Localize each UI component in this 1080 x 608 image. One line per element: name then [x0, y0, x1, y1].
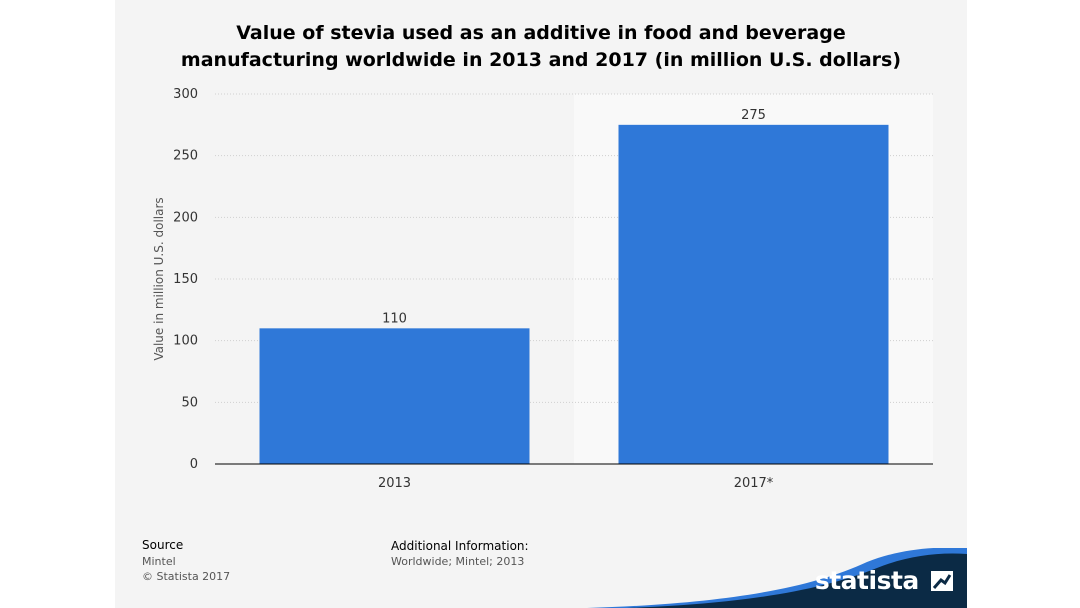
y-tick-label: 50	[181, 395, 198, 410]
x-tick-label: 2017*	[734, 476, 774, 491]
data-label: 110	[382, 311, 407, 326]
additional-info-text: Worldwide; Mintel; 2013	[391, 555, 525, 568]
statista-wave	[587, 548, 967, 608]
y-tick-label: 250	[173, 149, 198, 164]
source-heading: Source	[142, 538, 184, 552]
additional-info-heading: Additional Information:	[391, 539, 529, 553]
x-tick-label: 2013	[378, 476, 411, 491]
y-axis-ticks: 0 50 100 150 200 250 300	[173, 87, 198, 472]
y-axis-label: Value in million U.S. dollars	[152, 197, 166, 360]
y-tick-label: 300	[173, 87, 198, 102]
x-axis-ticks: 2013 2017*	[378, 476, 774, 491]
y-tick-label: 100	[173, 334, 198, 349]
bars	[259, 124, 889, 464]
data-labels: 110 275	[382, 108, 766, 327]
source-block: Source Mintel © Statista 2017	[142, 538, 230, 584]
source-name: Mintel	[142, 555, 176, 568]
chart-title-line1: Value of stevia used as an additive in f…	[236, 22, 846, 44]
data-label: 275	[741, 108, 766, 123]
bar-2017[interactable]	[618, 124, 889, 464]
chart-title: Value of stevia used as an additive in f…	[115, 20, 967, 74]
additional-info-block: Additional Information: Worldwide; Minte…	[391, 539, 529, 569]
wave-dark	[627, 553, 967, 608]
y-tick-label: 150	[173, 272, 198, 287]
bar-2013[interactable]	[259, 328, 530, 464]
statista-wordmark: statista	[814, 566, 919, 595]
copyright: © Statista 2017	[142, 570, 231, 583]
y-tick-label: 200	[173, 210, 198, 225]
statista-logo-icon	[931, 571, 953, 591]
chart-title-line2: manufacturing worldwide in 2013 and 2017…	[180, 49, 902, 71]
statista-logo: statista	[815, 566, 953, 595]
y-tick-label: 0	[190, 457, 198, 472]
